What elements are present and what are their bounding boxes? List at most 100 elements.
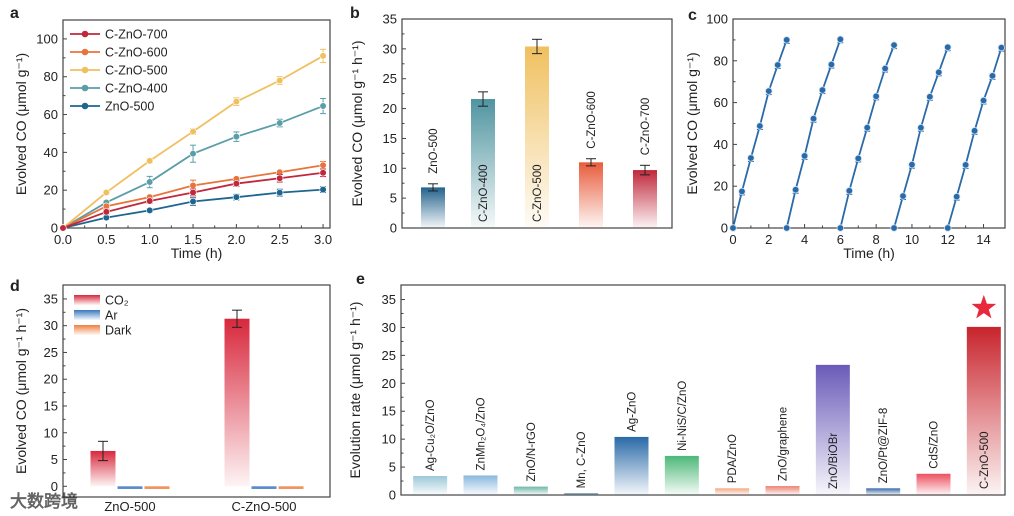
y-tick-label: 5 xyxy=(389,460,396,475)
y-tick-label: 35 xyxy=(44,291,58,306)
star-icon xyxy=(971,294,997,319)
data-point xyxy=(319,161,327,169)
y-tick-label: 0 xyxy=(721,221,728,236)
x-tick-label: 2.5 xyxy=(271,232,289,247)
y-tick-label: 20 xyxy=(44,372,58,387)
data-point xyxy=(232,133,240,141)
y-tick-label: 80 xyxy=(44,69,58,84)
cycle-1 xyxy=(729,36,791,232)
y-axis-label: Evolved CO (μmol g⁻¹ h⁻¹) xyxy=(349,41,365,207)
x-tick-label: 0.0 xyxy=(54,232,72,247)
bar-Ar-C-ZnO-500 xyxy=(251,486,277,489)
legend-marker xyxy=(81,84,89,92)
y-tick-label: 5 xyxy=(390,191,397,206)
bar-label: ZnO/BiOBr xyxy=(828,433,840,489)
data-point xyxy=(765,87,773,95)
bar-label: Ni-NiS/C/ZnO xyxy=(677,381,689,451)
y-axis-label: Evolved CO (μmol g⁻¹ h⁻¹) xyxy=(13,308,29,474)
legend-swatch xyxy=(74,295,100,305)
data-point xyxy=(774,61,782,69)
bar-ZnO/Pt@ZIF-8 xyxy=(866,488,901,495)
legend-label: ZnO-500 xyxy=(105,100,154,114)
data-point xyxy=(276,76,284,85)
y-tick-label: 40 xyxy=(714,137,728,152)
legend-swatch xyxy=(74,310,100,320)
bar-label: Ag-Cu₂O/ZnO xyxy=(425,399,437,471)
data-point xyxy=(782,224,791,232)
data-point xyxy=(827,60,836,69)
x-tick-label: 1.0 xyxy=(141,232,159,247)
data-point xyxy=(863,123,871,132)
bar-label: ZnO/graphene xyxy=(778,407,790,481)
y-tick-label: 20 xyxy=(382,376,396,391)
y-tick-label: 30 xyxy=(44,318,58,333)
data-point xyxy=(146,178,154,186)
group-label: ZnO-500 xyxy=(104,499,155,514)
y-tick-label: 40 xyxy=(44,145,58,160)
bar-label: CdS/ZnO xyxy=(929,421,941,469)
data-point xyxy=(890,41,898,49)
legend-marker xyxy=(81,30,89,38)
data-point xyxy=(872,92,880,101)
y-tick-label: 20 xyxy=(714,179,728,194)
bar-ZnO/N-rGO xyxy=(513,486,548,495)
data-point xyxy=(917,123,925,132)
data-point xyxy=(926,93,934,101)
legend-label: C-ZnO-700 xyxy=(105,28,168,42)
bar-label: C-ZnO-400 xyxy=(478,164,490,222)
y-tick-label: 15 xyxy=(44,398,58,413)
legend-label: Ar xyxy=(105,309,118,323)
data-point xyxy=(738,187,746,196)
x-tick-label: 12 xyxy=(941,232,955,247)
x-tick-label: 14 xyxy=(976,232,990,247)
y-tick-label: 5 xyxy=(51,452,58,467)
bar-PDA/ZnO xyxy=(715,488,750,495)
data-point xyxy=(146,206,154,215)
x-tick-label: 6 xyxy=(837,232,844,247)
legend-marker xyxy=(81,102,89,110)
legend-label: Dark xyxy=(105,324,132,338)
x-tick-label: 10 xyxy=(905,232,919,247)
cycle-2 xyxy=(782,35,845,232)
bar-ZnO/BiOBr xyxy=(815,364,850,495)
data-point xyxy=(970,127,979,135)
bar-C-ZnO-700 xyxy=(633,170,657,228)
data-point xyxy=(952,192,961,201)
plot-frame xyxy=(62,284,331,498)
x-tick-label: 0.5 xyxy=(97,232,115,247)
bar-label: Ag-ZnO xyxy=(627,392,639,432)
panel-label: e xyxy=(356,271,365,288)
data-point xyxy=(756,122,764,130)
y-tick-label: 35 xyxy=(382,292,396,307)
panel-label: a xyxy=(10,5,19,22)
data-point xyxy=(944,43,952,51)
legend-label: C-ZnO-600 xyxy=(105,46,168,60)
data-point xyxy=(189,181,197,190)
cycle-5 xyxy=(944,43,1006,232)
data-point xyxy=(997,43,1006,52)
y-tick-label: 0 xyxy=(390,221,397,236)
bar-CdS/ZnO xyxy=(916,473,951,495)
data-point xyxy=(59,224,67,232)
bar-Ni-NiS/C/ZnO xyxy=(664,455,699,495)
data-point xyxy=(944,224,952,232)
bar-ZnO-500 xyxy=(421,187,445,228)
data-point xyxy=(319,52,327,60)
bar-label: ZnO/Pt@ZIF-8 xyxy=(878,408,890,484)
bar-ZnMn₂O₄/ZnO xyxy=(463,475,498,495)
bar-label: Mn, C-ZnO xyxy=(576,431,588,488)
data-point xyxy=(961,161,970,169)
data-point xyxy=(232,193,240,201)
panel-c: 0 20 40 60 80 100 0 2 4 6 8 10 12 14 Time (h) Evolved C… xyxy=(684,7,1006,261)
bar-Mn, C-ZnO xyxy=(564,493,599,495)
y-tick-label: 20 xyxy=(44,183,58,198)
series-ZnO-500 xyxy=(59,186,327,232)
x-axis-label: Time (h) xyxy=(171,245,223,261)
data-point xyxy=(800,152,809,160)
bar-label: ZnO/N-rGO xyxy=(526,422,538,481)
data-point xyxy=(232,179,240,188)
series-C-ZnO-600 xyxy=(59,160,327,232)
data-point xyxy=(189,127,197,136)
x-tick-label: 2 xyxy=(765,232,772,247)
